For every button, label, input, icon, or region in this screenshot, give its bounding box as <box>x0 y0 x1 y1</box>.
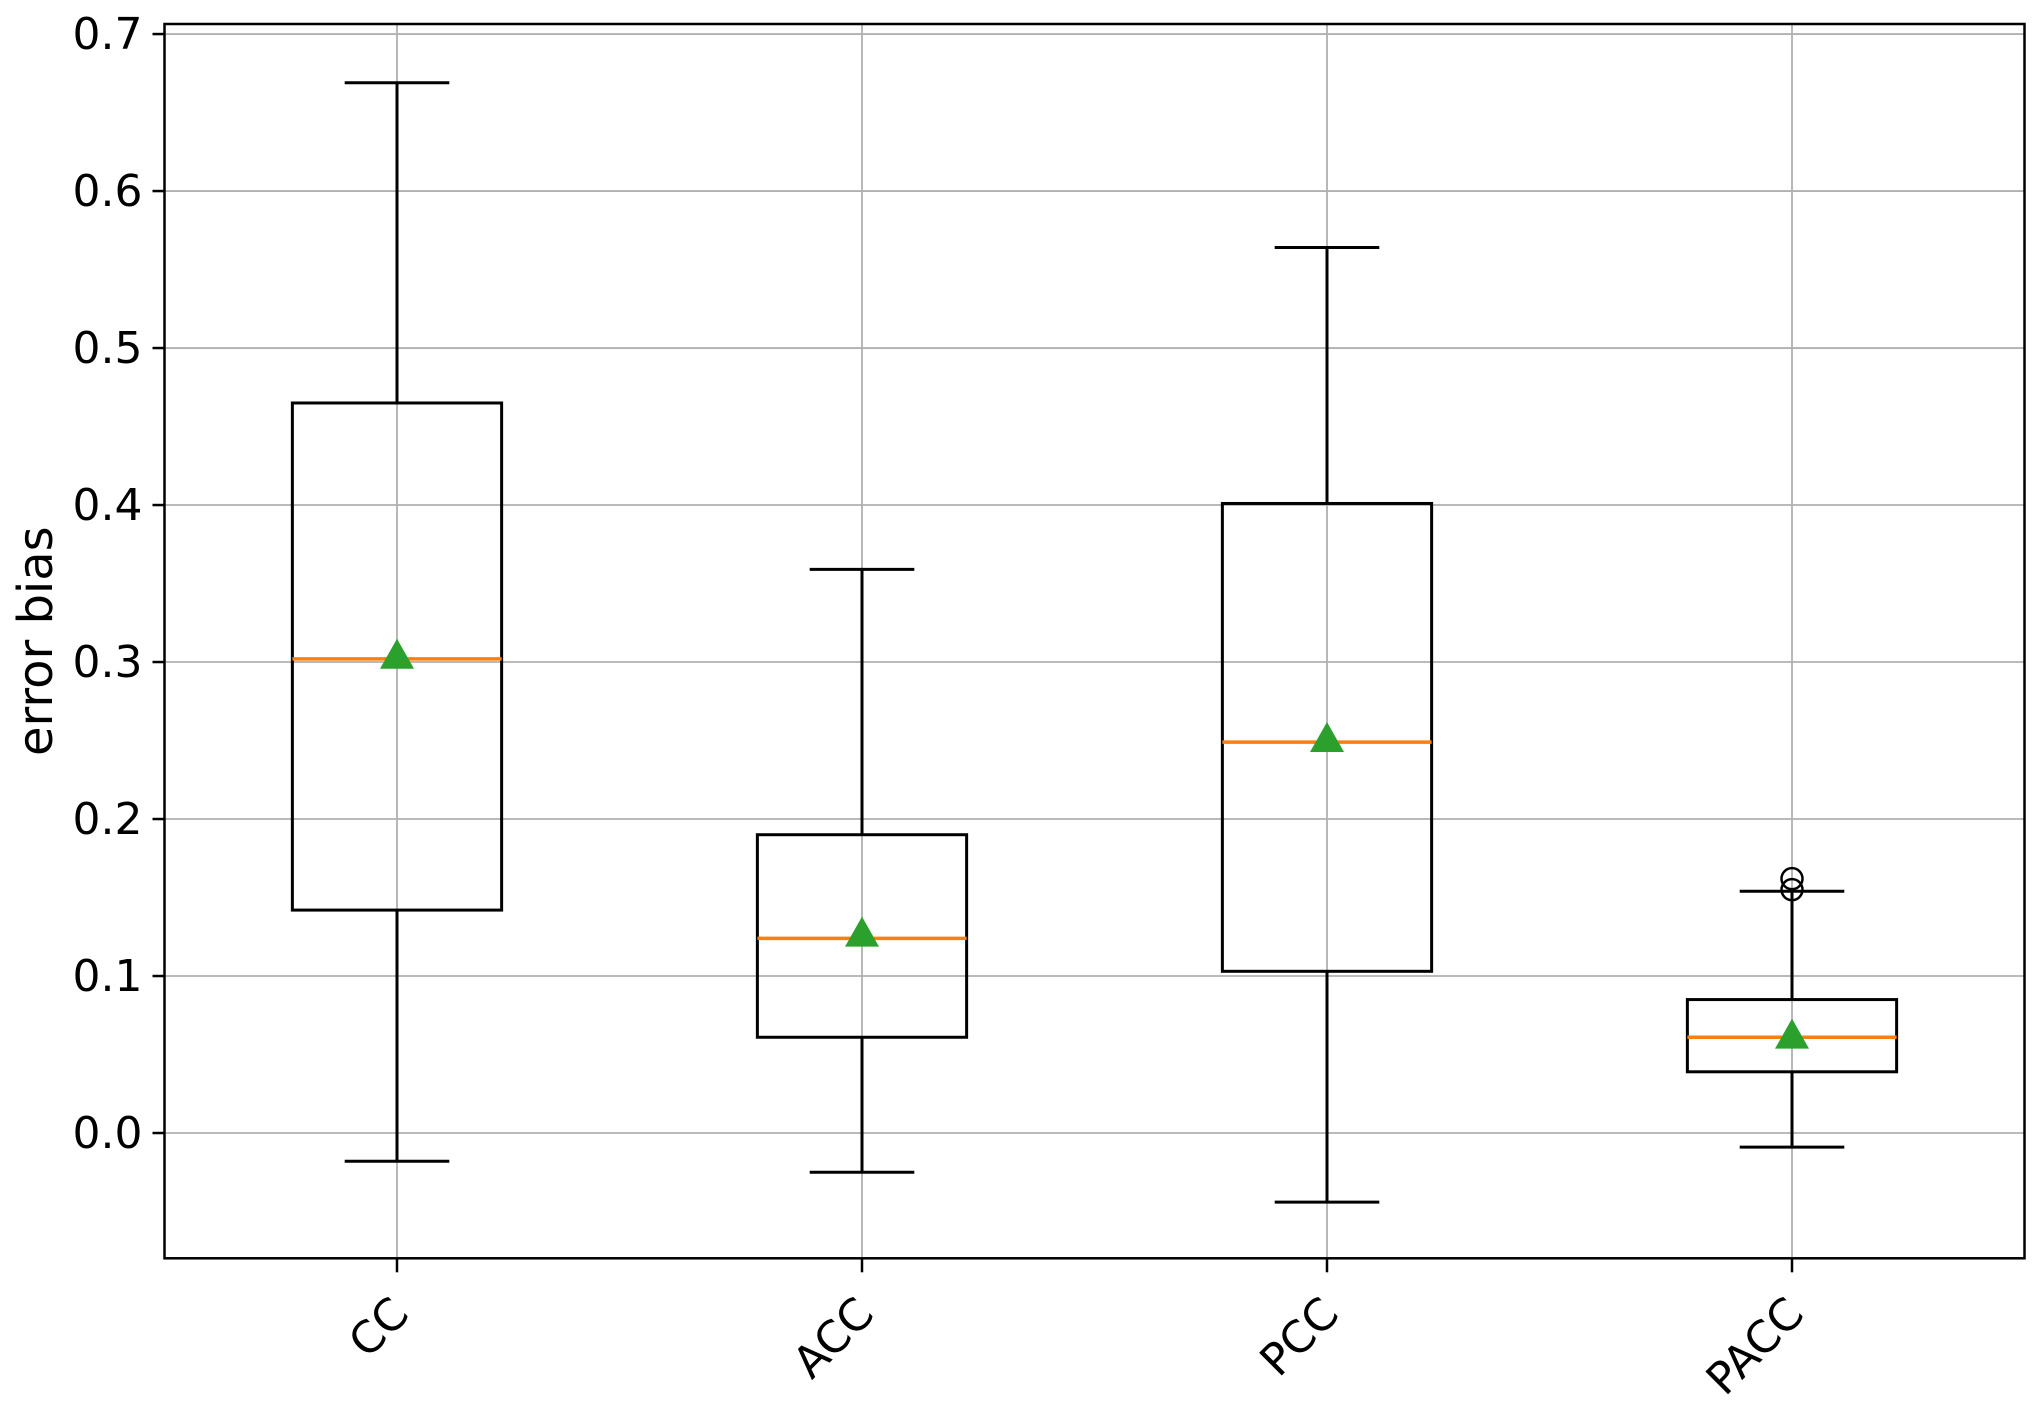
mean-marker <box>845 916 879 947</box>
outlier-marker <box>1780 877 1804 902</box>
x-tick-label: PACC <box>1697 1288 1814 1405</box>
mean-marker <box>1775 1018 1809 1049</box>
y-tick-label: 0.5 <box>73 323 143 374</box>
x-tick-label: CC <box>339 1288 419 1368</box>
iqr-box <box>290 401 504 912</box>
iqr-box <box>755 833 969 1039</box>
y-tick-label: 0.2 <box>73 794 143 845</box>
y-tick-label: 0.3 <box>73 637 143 688</box>
plot-border <box>163 22 2026 1260</box>
y-tick-label: 0.1 <box>73 951 143 1002</box>
y-tick-label: 0.6 <box>73 166 143 217</box>
y-tick-label: 0.0 <box>73 1108 143 1159</box>
y-axis-label: error bias <box>8 526 64 756</box>
mean-marker <box>380 638 414 669</box>
x-tick-label: PCC <box>1251 1288 1349 1386</box>
mean-marker <box>1310 721 1344 752</box>
x-tick-label: ACC <box>784 1288 884 1388</box>
y-tick-label: 0.7 <box>73 9 143 60</box>
iqr-box <box>1220 501 1434 973</box>
outlier-marker <box>1780 866 1804 891</box>
y-tick-label: 0.4 <box>73 480 143 531</box>
